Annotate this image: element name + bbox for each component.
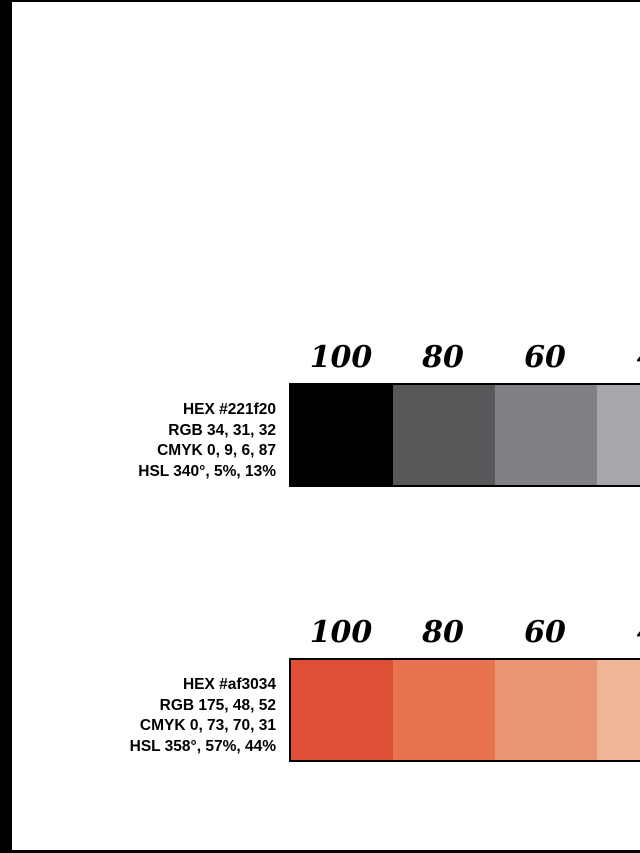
tint-label-60: 60 (524, 615, 566, 650)
rgb-value: RGB 175, 48, 52 (159, 696, 276, 714)
swatch-80 (393, 660, 495, 760)
left-margin-bar (0, 0, 12, 853)
swatch-100 (291, 385, 393, 485)
tint-label-80: 80 (422, 615, 464, 650)
hsl-value: HSL 340°, 5%, 13% (138, 462, 276, 480)
tint-label-40: 4 (596, 340, 640, 376)
rgb-value: RGB 34, 31, 32 (168, 421, 276, 439)
tint-label-100: 100 (309, 615, 373, 650)
swatch-row (289, 658, 640, 762)
hsl-value: HSL 358°, 57%, 44% (129, 737, 276, 755)
swatch-row (289, 383, 640, 487)
tint-label-40: 4 (596, 615, 640, 651)
hex-value: HEX #221f20 (182, 401, 276, 418)
color-specs: HEX #af3034 RGB 175, 48, 52 CMYK 0, 73, … (130, 675, 276, 757)
tint-label-60: 60 (524, 340, 566, 375)
hex-value: HEX #af3034 (182, 676, 276, 693)
tint-labels: 100 80 60 4 (290, 615, 640, 655)
cmyk-value: CMYK 0, 9, 6, 87 (157, 442, 276, 459)
cmyk-value: CMYK 0, 73, 70, 31 (139, 717, 276, 734)
color-specs: HEX #221f20 RGB 34, 31, 32 CMYK 0, 9, 6,… (138, 400, 276, 482)
swatch-40 (597, 385, 640, 485)
swatch-100 (291, 660, 393, 760)
tint-labels: 100 80 60 4 (290, 340, 640, 380)
tint-label-100: 100 (309, 340, 373, 375)
swatch-80 (393, 385, 495, 485)
swatch-40 (597, 660, 640, 760)
swatch-60 (495, 660, 597, 760)
tint-label-80: 80 (422, 340, 464, 375)
swatch-60 (495, 385, 597, 485)
